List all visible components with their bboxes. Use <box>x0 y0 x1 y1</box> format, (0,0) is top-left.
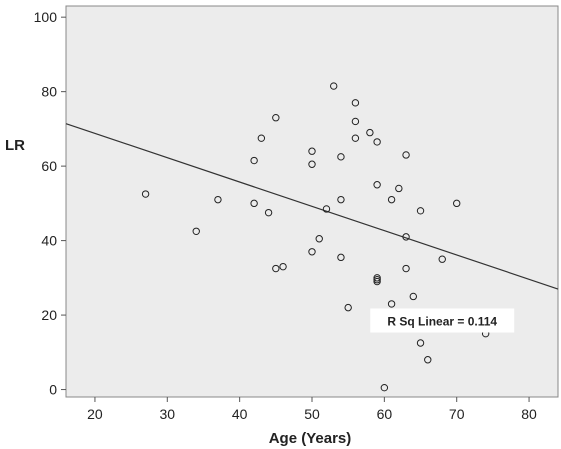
data-point <box>373 276 381 284</box>
data-point <box>424 356 432 364</box>
x-tick-label: 40 <box>232 406 248 422</box>
data-point <box>322 205 331 213</box>
data-point <box>279 262 287 271</box>
y-tick-label: 20 <box>41 307 57 323</box>
data-point <box>308 160 316 168</box>
data-point <box>250 156 258 165</box>
data-point <box>416 207 425 215</box>
x-tick-label: 80 <box>521 406 537 422</box>
r-squared-annotation: R Sq Linear = 0.114 <box>387 315 497 329</box>
data-point <box>409 292 417 301</box>
y-tick-label: 0 <box>49 382 57 398</box>
x-tick-label: 50 <box>304 406 320 422</box>
data-point <box>373 181 381 189</box>
plot-area <box>65 5 559 398</box>
data-point <box>272 114 280 122</box>
data-point <box>192 227 200 235</box>
data-point <box>453 199 461 208</box>
x-tick-label: 60 <box>377 406 393 422</box>
data-point <box>351 99 360 107</box>
data-point <box>214 195 222 204</box>
data-point <box>344 303 352 312</box>
y-tick-label: 80 <box>41 84 57 100</box>
points-group <box>141 82 490 392</box>
x-tick-label: 30 <box>160 406 176 422</box>
data-point <box>387 300 396 308</box>
data-point <box>380 383 389 392</box>
data-point <box>337 253 345 262</box>
y-tick-label: 100 <box>34 9 58 25</box>
data-point <box>402 233 410 241</box>
annotation-background <box>370 308 515 333</box>
x-tick-label: 20 <box>87 406 103 422</box>
data-point <box>402 151 410 159</box>
y-tick-label: 40 <box>41 233 57 249</box>
data-point <box>366 128 374 137</box>
data-point <box>438 255 446 263</box>
x-axis-label: Age (Years) <box>269 430 352 447</box>
data-point <box>141 190 150 198</box>
x-tick-label: 70 <box>449 406 465 422</box>
data-point <box>308 248 316 256</box>
data-point <box>395 184 403 193</box>
data-point <box>308 147 316 155</box>
data-point <box>337 195 345 204</box>
data-point <box>351 134 360 142</box>
data-point <box>264 208 273 217</box>
data-point <box>250 199 258 208</box>
data-point <box>373 277 381 286</box>
data-point <box>315 235 323 243</box>
fit-line <box>65 123 559 290</box>
y-axis-label: LR <box>5 137 25 154</box>
y-tick-label: 60 <box>41 158 57 174</box>
data-point <box>402 264 410 273</box>
x-axis-ticks: 20 30 40 50 60 70 80 <box>87 397 537 422</box>
data-point <box>272 264 280 273</box>
data-point <box>337 153 345 161</box>
data-point <box>351 117 360 126</box>
data-point <box>416 339 425 347</box>
data-point <box>373 138 381 146</box>
data-point <box>387 195 396 204</box>
data-point <box>373 274 381 282</box>
data-point <box>257 134 266 142</box>
data-point <box>330 82 338 90</box>
y-axis-ticks: 0 20 40 60 80 100 <box>34 9 66 398</box>
